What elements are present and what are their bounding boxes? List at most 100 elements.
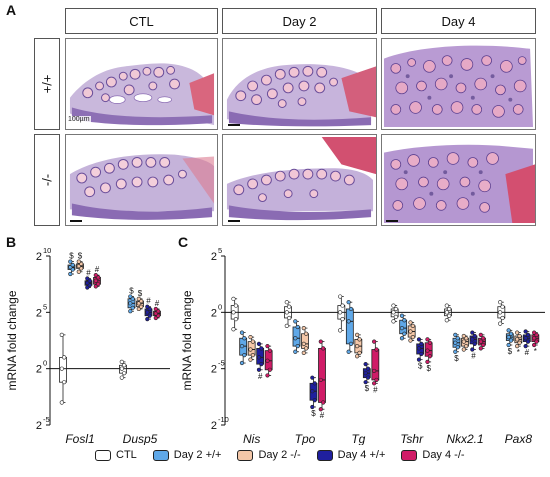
data-point [372,339,377,344]
y-tick-label: 2 [36,364,42,376]
panel-a-letter: A [6,2,17,18]
legend-item: Day 4 +/+ [316,449,385,461]
data-point [419,341,424,346]
data-point [408,320,413,325]
legend: CTL Day 2 +/+ Day 2 -/- Day 4 +/+ Day 4 … [95,449,465,461]
scale-bar [228,220,240,222]
panel-b-letter: B [6,234,17,250]
data-point [259,362,264,367]
row-header-label: +/+ [39,74,55,94]
data-point [532,336,537,341]
data-point [427,354,432,359]
micrograph-wt-day4 [381,38,536,130]
column-header-ctl: CTL [65,8,218,34]
micrograph-wt-ctl [65,38,218,130]
data-point [447,306,452,312]
data-point [355,344,360,349]
data-point [517,340,522,345]
y-axis-label: mRNA fold change [180,290,194,390]
significance-mark: $ [508,347,513,356]
data-point [419,351,424,357]
box [345,308,354,345]
data-point [248,335,253,340]
data-point [301,350,306,355]
significance-mark: # [471,352,476,361]
data-point [256,355,262,360]
data-point [338,328,343,333]
data-point [122,371,127,376]
data-point [444,303,449,308]
data-point [93,273,98,278]
data-point [515,337,520,342]
y-tick-exponent: 5 [43,302,47,311]
data-point [348,341,354,346]
data-point [453,349,458,354]
significance-mark: $ [138,289,143,298]
category-label: Nkx2.1 [446,432,483,445]
significance-mark: # [320,411,325,420]
data-point [470,337,475,342]
data-point [525,332,531,337]
data-point [233,316,238,322]
data-point [357,337,362,342]
data-point [355,332,360,337]
y-tick-label: 2 [211,307,217,319]
legend-swatch [152,449,169,461]
data-point [122,363,127,368]
data-point [284,300,289,305]
data-point [348,306,354,312]
micrograph-wt-day2 [222,38,377,130]
data-point [532,342,537,348]
box [371,349,380,381]
category-label: Dusp5 [123,432,158,445]
data-point [372,381,377,386]
data-point [318,407,323,412]
data-point [256,367,262,372]
data-point [453,340,458,345]
data-point [231,296,236,301]
data-point [338,294,343,299]
significance-mark: * [534,347,537,356]
legend-item: Day 2 -/- [237,449,301,461]
significance-mark: # [146,297,151,306]
data-point [321,400,326,405]
data-point [346,349,351,354]
legend-swatch [95,449,111,461]
data-point [408,338,413,343]
data-point [508,338,514,343]
data-point [130,305,135,310]
significance-mark: # [95,265,100,274]
data-point [239,360,245,366]
data-point [416,337,422,342]
data-point [425,337,430,342]
data-point [242,353,247,358]
column-header-day2: Day 2 [222,8,377,34]
data-point [259,346,264,351]
data-point [461,333,466,339]
data-point [340,303,345,308]
row-header-knockout: -/- [34,134,60,226]
data-point [444,310,449,315]
data-point [498,310,503,315]
data-point [515,330,520,335]
category-label: Tpo [295,432,316,445]
data-point [410,335,415,340]
data-point [444,318,449,323]
box [318,347,326,403]
data-point [363,380,368,385]
data-point [517,333,522,339]
data-point [372,368,377,374]
data-point [310,404,315,410]
data-point [391,319,396,324]
data-point [461,347,466,352]
data-point [310,375,315,380]
data-point [312,398,317,403]
data-point [393,314,398,319]
category-label: Nis [243,432,260,445]
data-point [365,366,371,371]
data-point [506,328,511,333]
data-point [145,304,150,309]
legend-item: CTL [95,449,137,461]
data-point [402,318,407,323]
